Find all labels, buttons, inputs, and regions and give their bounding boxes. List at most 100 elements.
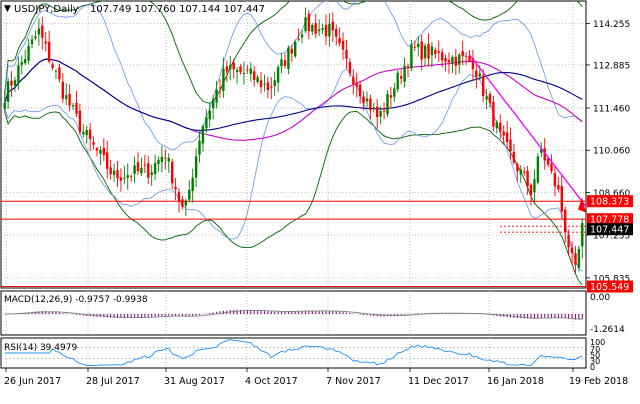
candle-body (294, 41, 297, 57)
candle-body (106, 152, 109, 169)
candle-body (352, 76, 355, 85)
candle-body (420, 41, 423, 60)
candle-body (249, 68, 252, 74)
candle-body (225, 66, 229, 72)
candle-body (557, 185, 560, 190)
candle-body (75, 102, 78, 114)
candle-body (184, 200, 187, 206)
rsi-axis-0: 0 (590, 363, 595, 372)
candle-body (41, 25, 44, 38)
candle-body (482, 75, 485, 97)
candle-body (311, 25, 314, 32)
macd-axis-bottom: -1.2614 (590, 325, 625, 335)
candle-body (65, 95, 68, 99)
candle-body (287, 47, 290, 69)
ohlc-values: 107.749 107.760 107.144 107.447 (90, 4, 265, 15)
candle-body (478, 73, 481, 77)
time-axis-label: 4 Oct 2017 (245, 376, 298, 387)
candle-body (543, 148, 546, 161)
candle-body (164, 158, 167, 160)
candle-body (283, 60, 287, 66)
trendline[interactable] (469, 54, 587, 213)
candle-body (171, 161, 174, 184)
candle-body (413, 46, 416, 48)
candle-body (160, 157, 164, 162)
candle-body (276, 67, 280, 83)
candle-body (222, 68, 225, 91)
candle-body (365, 98, 369, 102)
candle-body (502, 131, 505, 136)
macd-histogram (1, 309, 586, 320)
candle-body (167, 157, 170, 162)
candle-body (188, 189, 191, 200)
candle-body (574, 253, 577, 265)
price-tag: 105.549 (587, 280, 633, 293)
candle-body (270, 86, 273, 88)
candlestick-series (3, 7, 584, 274)
price-axis-label: 108.660 (593, 189, 630, 199)
candle-body (468, 56, 471, 61)
candle-body (61, 81, 64, 99)
time-axis-label: 11 Dec 2017 (408, 376, 469, 387)
candle-body (95, 148, 99, 151)
candle-body (140, 167, 143, 174)
candle-body (471, 58, 475, 70)
candle-body (505, 132, 509, 142)
candle-body (136, 162, 140, 172)
candle-body (208, 110, 211, 120)
candle-body (232, 62, 235, 70)
time-axis: 26 Jun 2017 28 Jul 2017 31 Aug 2017 4 Oct 2… (4, 368, 628, 387)
candle-body (256, 77, 259, 82)
main-price-pane (0, 0, 587, 289)
bb-inner-lower (4, 68, 583, 272)
candle-body (71, 105, 75, 107)
candle-body (577, 248, 581, 268)
candle-body (68, 93, 71, 106)
candle-body (85, 130, 88, 136)
candle-body (6, 81, 10, 102)
candle-body (300, 34, 304, 38)
candle-body (242, 72, 246, 74)
candle-body (499, 122, 502, 132)
price-tag-bg (587, 280, 633, 293)
candle-body (82, 132, 85, 135)
candle-body (218, 87, 222, 89)
candle-body (396, 72, 399, 90)
bb-outer-upper (4, 1, 583, 104)
candle-body (331, 21, 334, 31)
candle-body (550, 163, 553, 172)
macd-pane (0, 290, 587, 336)
candle-body (13, 80, 17, 86)
candle-body (423, 45, 427, 59)
candle-body (393, 88, 396, 97)
candle-body (150, 172, 153, 176)
candle-body (147, 163, 150, 178)
candle-body (102, 147, 105, 155)
downtrend-line[interactable] (469, 54, 587, 207)
candle-body (205, 117, 208, 129)
price-tag-label: 105.549 (590, 282, 629, 293)
candle-body (454, 56, 457, 66)
candle-body (54, 70, 58, 72)
candle-body (369, 98, 372, 111)
candle-body (403, 65, 406, 82)
candle-body (253, 71, 256, 80)
candle-body (47, 41, 51, 62)
price-axis-label: 110.060 (593, 147, 630, 157)
time-axis-label: 28 Jul 2017 (86, 376, 140, 387)
candle-body (290, 48, 293, 54)
horizontal-price-lines[interactable] (1, 200, 586, 288)
time-axis-label: 26 Jun 2017 (4, 376, 61, 387)
candle-body (10, 80, 13, 86)
candle-body (567, 234, 570, 248)
price-tag: 107.778 (587, 213, 633, 226)
candle-body (314, 23, 317, 34)
candle-body (297, 39, 300, 40)
time-axis-label: 31 Aug 2017 (164, 376, 225, 387)
candle-body (358, 84, 362, 97)
candle-body (379, 111, 382, 117)
candle-body (540, 148, 543, 153)
candle-body (464, 55, 468, 57)
